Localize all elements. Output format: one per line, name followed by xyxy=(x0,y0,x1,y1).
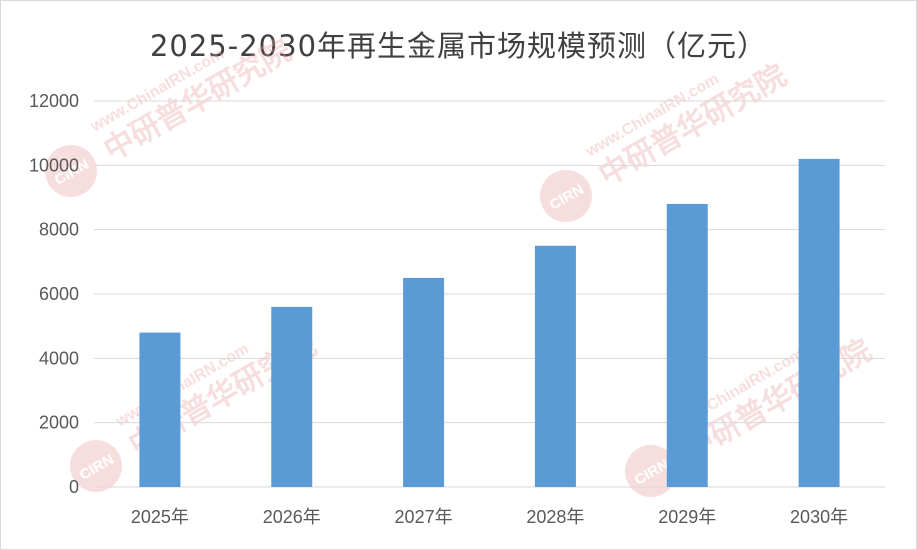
watermark-logo-icon xyxy=(70,440,122,492)
bar xyxy=(139,332,181,487)
bar xyxy=(534,245,576,487)
watermark-logo-icon xyxy=(540,170,592,222)
bar xyxy=(403,277,445,487)
x-tick-label: 2028年 xyxy=(526,507,584,527)
y-tick-label: 4000 xyxy=(39,348,79,368)
y-axis-ticks: 0 2000 4000 6000 8000 10000 12000 xyxy=(29,91,79,497)
y-tick-label: 10000 xyxy=(29,155,79,175)
watermark-logo-icon xyxy=(45,145,97,197)
y-tick-label: 0 xyxy=(69,477,79,497)
gridlines xyxy=(94,100,885,488)
y-tick-label: 12000 xyxy=(29,91,79,111)
x-tick-label: 2029年 xyxy=(658,507,716,527)
y-tick-label: 2000 xyxy=(39,413,79,433)
watermark-logo-icon xyxy=(625,445,677,497)
x-tick-label: 2026年 xyxy=(263,507,321,527)
x-tick-label: 2030年 xyxy=(790,507,848,527)
chart-title: 2025-2030年再生金属市场规模预测（亿元） xyxy=(149,29,768,63)
y-tick-label: 8000 xyxy=(39,220,79,240)
x-tick-label: 2025年 xyxy=(131,507,189,527)
y-tick-label: 6000 xyxy=(39,284,79,304)
bar xyxy=(271,306,313,487)
bar xyxy=(798,158,840,487)
x-axis-ticks: 2025年 2026年 2027年 2028年 2029年 2030年 xyxy=(131,507,848,527)
x-tick-label: 2027年 xyxy=(395,507,453,527)
bars xyxy=(139,158,840,487)
bar xyxy=(666,203,708,487)
